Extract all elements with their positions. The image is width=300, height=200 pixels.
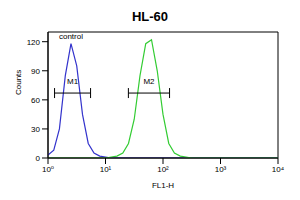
svg-text:0: 0: [36, 154, 41, 163]
svg-text:30: 30: [31, 125, 40, 134]
svg-text:10⁰: 10⁰: [42, 165, 54, 174]
svg-text:90: 90: [31, 67, 40, 76]
svg-text:Counts: Counts: [14, 70, 23, 95]
svg-text:60: 60: [31, 96, 40, 105]
svg-text:10²: 10²: [157, 165, 169, 174]
svg-text:10³: 10³: [215, 165, 227, 174]
svg-text:10⁴: 10⁴: [272, 165, 285, 174]
html-text:HL-60: HL-60: [131, 9, 169, 24]
svg-text:120: 120: [27, 38, 41, 47]
svg-text:FL1-H: FL1-H: [152, 181, 174, 190]
svg-text:M2: M2: [143, 77, 155, 86]
svg-text:M1: M1: [67, 77, 79, 86]
svg-text:control: control: [59, 32, 83, 41]
svg-text:10¹: 10¹: [100, 165, 112, 174]
